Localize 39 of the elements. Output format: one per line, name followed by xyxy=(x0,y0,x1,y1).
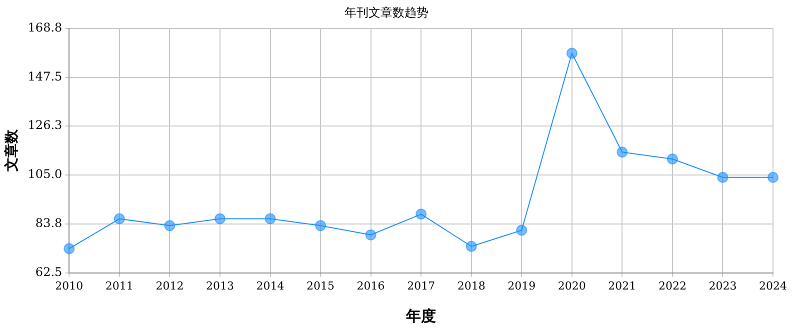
x-tick-label: 2016 xyxy=(356,279,385,292)
point xyxy=(516,224,528,236)
x-tick-label: 2011 xyxy=(105,279,134,292)
x-tick-label: 2022 xyxy=(658,279,686,292)
point xyxy=(264,213,276,224)
point xyxy=(616,146,628,158)
y-tick-label: 83.8 xyxy=(35,216,62,230)
x-tick-label: 2013 xyxy=(206,279,234,292)
point xyxy=(214,213,226,224)
x-tick-label: 2020 xyxy=(558,279,586,292)
point xyxy=(768,172,778,183)
x-tick-label: 2024 xyxy=(759,279,787,292)
point xyxy=(365,229,376,240)
point xyxy=(466,240,477,252)
x-tick-label: 2018 xyxy=(457,279,486,292)
y-tick-label: 126.3 xyxy=(28,118,62,132)
point xyxy=(164,220,176,232)
point xyxy=(114,213,125,224)
x-tick-label: 2012 xyxy=(156,279,184,292)
x-tick-label: 2021 xyxy=(608,279,636,292)
x-tick-label: 2015 xyxy=(306,279,335,292)
x-tick-label: 2019 xyxy=(508,279,536,292)
y-tick-label: 105.0 xyxy=(28,167,62,182)
point xyxy=(566,48,578,59)
x-tick-label: 2023 xyxy=(708,279,737,292)
x-axis-title: 年度 xyxy=(405,306,436,325)
y-axis-title: 文章数 xyxy=(3,128,20,173)
chart-title: 年刊文章数趋势 xyxy=(344,5,428,20)
y-tick-label: 147.5 xyxy=(28,69,62,84)
y-tick-label: 168.8 xyxy=(28,20,62,35)
x-tick-label: 2010 xyxy=(55,279,84,292)
point xyxy=(64,243,75,254)
point xyxy=(416,208,427,220)
x-tick-label: 2017 xyxy=(407,279,436,292)
point xyxy=(666,153,678,164)
point xyxy=(717,172,728,183)
point xyxy=(315,220,326,232)
y-tick-label: 62.5 xyxy=(35,264,62,279)
x-tick-label: 2014 xyxy=(256,279,284,292)
